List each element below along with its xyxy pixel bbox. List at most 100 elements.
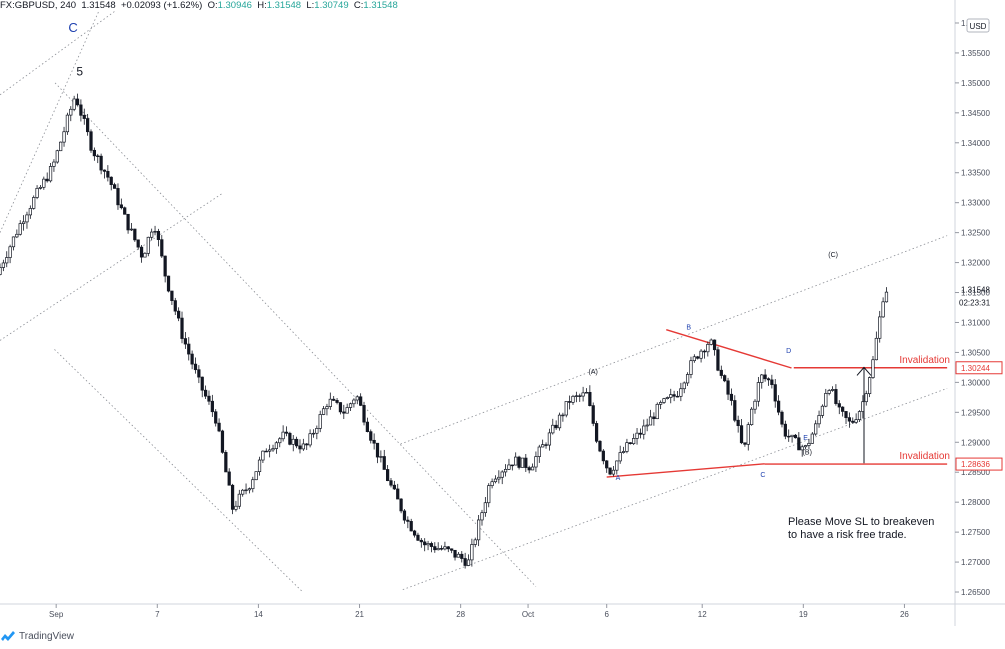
candle-up — [18, 223, 22, 235]
red-trendline — [666, 328, 792, 369]
candle-up — [59, 141, 63, 152]
candle-up — [547, 432, 552, 446]
high-label: H: — [257, 0, 267, 11]
price-axis[interactable]: 1.360001.355001.350001.345001.340001.335… — [954, 0, 1003, 626]
candle-down — [402, 510, 407, 521]
symbol-name[interactable]: FX:GBPUSD, 240 — [0, 0, 77, 11]
candle-down — [460, 553, 464, 559]
channel-line — [54, 82, 537, 587]
candle-down — [463, 558, 467, 566]
candle-down — [335, 400, 339, 403]
candle-down — [284, 431, 289, 434]
candle-up — [352, 399, 356, 405]
candle-up — [820, 405, 825, 416]
candle-up — [753, 400, 757, 410]
currency-label: USD — [970, 22, 987, 31]
candle-up — [520, 457, 525, 468]
candle-up — [1, 262, 5, 268]
candle-up — [456, 553, 461, 558]
candle-up — [682, 382, 686, 390]
candle-down — [409, 521, 413, 532]
candle-down — [598, 440, 602, 452]
price-tick-label: 1.33000 — [961, 199, 990, 208]
candle-down — [517, 456, 521, 468]
candle-up — [274, 442, 279, 449]
price-tick-label: 1.33500 — [961, 169, 990, 178]
candle-down — [338, 402, 343, 413]
candle-up — [800, 446, 804, 451]
candle-down — [166, 275, 171, 292]
candle-down — [743, 442, 747, 445]
candle-up — [48, 166, 53, 182]
candle-down — [702, 350, 707, 353]
candle-up — [247, 488, 252, 491]
candle-up — [551, 424, 555, 434]
last-price: 1.31548 — [81, 0, 116, 11]
candle-up — [32, 197, 36, 209]
candle-down — [453, 549, 457, 558]
candle-up — [645, 424, 649, 427]
candle-up — [756, 382, 760, 402]
candle-up — [790, 434, 794, 437]
candle-down — [119, 204, 123, 209]
candle-up — [574, 395, 578, 397]
time-tick-label: 7 — [155, 610, 160, 619]
candle-up — [632, 438, 636, 445]
invalidation-label: Invalidation — [899, 355, 950, 366]
candle-down — [200, 376, 204, 391]
candle-down — [116, 188, 120, 206]
wave-label: D — [786, 348, 791, 355]
candle-up — [564, 401, 568, 416]
candle-down — [102, 169, 107, 172]
candle-up — [237, 493, 241, 507]
candle-down — [588, 391, 592, 406]
candle-up — [150, 231, 154, 238]
wave-label: (C) — [828, 252, 838, 259]
candle-up — [807, 442, 811, 446]
candle-down — [419, 539, 423, 543]
candle-down — [510, 464, 514, 467]
close-label: C: — [353, 0, 364, 11]
candle-down — [834, 389, 838, 404]
candle-up — [271, 448, 275, 451]
channel-line — [0, 193, 223, 341]
candle-up — [854, 419, 858, 423]
candle-up — [345, 407, 349, 414]
candle-down — [696, 356, 700, 359]
candle-up — [581, 392, 585, 397]
candle-up — [648, 416, 653, 426]
candle-down — [359, 396, 363, 406]
candle-down — [763, 374, 767, 380]
low-label: L: — [306, 0, 315, 11]
candle-up — [129, 228, 134, 231]
watermark: TradingView — [0, 627, 74, 645]
candle-down — [439, 548, 444, 550]
candle-up — [659, 402, 663, 405]
candle-down — [719, 369, 723, 376]
candle-down — [554, 424, 558, 429]
candle-down — [365, 421, 370, 433]
candle-down — [787, 435, 791, 438]
candle-down — [264, 450, 268, 453]
note-text: to have a risk free trade. — [788, 529, 907, 541]
candle-down — [82, 114, 86, 119]
candle-down — [568, 401, 572, 403]
candle-down — [591, 405, 595, 424]
candle-down — [638, 432, 643, 435]
price-tick-label: 1.30500 — [961, 348, 990, 357]
currency-badge — [966, 18, 990, 33]
time-axis[interactable]: Sep 7 14 21 28 Oct 6 12 19 26 — [0, 603, 1005, 619]
candle-down — [382, 456, 386, 470]
candle-down — [133, 228, 137, 241]
candle-down — [389, 480, 393, 486]
candle-down — [770, 379, 774, 385]
price-tick-label: 1.34500 — [961, 109, 990, 118]
candle-down — [386, 469, 390, 482]
candle-down — [736, 419, 740, 427]
candle-down — [544, 444, 548, 446]
price-tick-label: 1.34000 — [961, 139, 990, 148]
candle-up — [557, 414, 562, 429]
candle-down — [45, 178, 49, 182]
price-label: 1.30244 — [961, 364, 990, 373]
